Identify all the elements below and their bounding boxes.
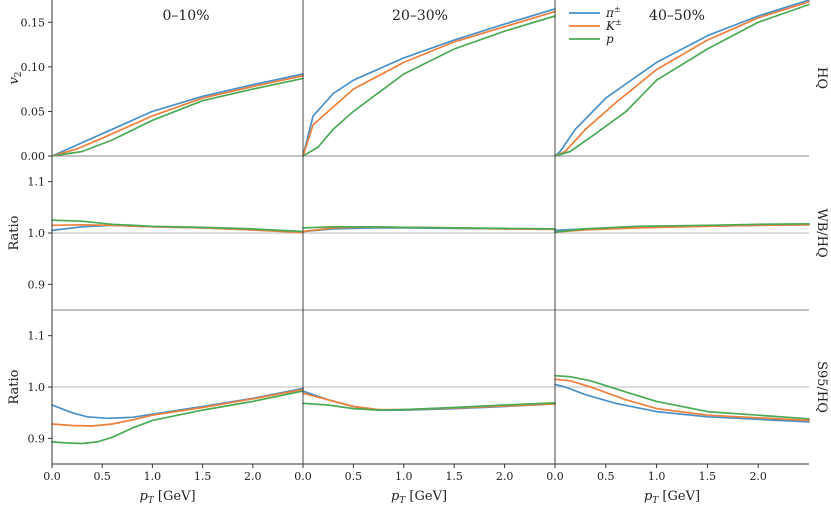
y-tick-label: 0.15: [21, 16, 46, 29]
series-line-proton: [302, 225, 556, 230]
x-tick-label: 0.5: [93, 470, 111, 483]
x-tick-label: 1.5: [194, 470, 212, 483]
x-tick-label: 1.0: [144, 470, 162, 483]
y-tick-label: 0.9: [28, 432, 46, 445]
series-line-kaon: [554, 378, 810, 422]
series-line-proton: [554, 3, 810, 157]
x-axis-label: pT [GeV]: [391, 489, 447, 506]
y-tick-label: 0.00: [21, 150, 46, 163]
row-side-label: WB/HQ: [814, 208, 829, 257]
x-tick-label: 0.5: [345, 470, 363, 483]
row-side-label: HQ: [814, 67, 829, 89]
series-line-proton: [554, 222, 810, 233]
x-tick-label: 0.0: [43, 470, 61, 483]
column-title: 0–10%: [162, 8, 209, 24]
series-line-kaon: [51, 74, 304, 157]
legend-label: π±: [605, 5, 621, 20]
y-tick-label: 1.0: [28, 227, 46, 240]
y-tick-label: 1.0: [28, 381, 46, 394]
y-axis-label: v2: [7, 71, 24, 84]
series-line-proton: [302, 402, 556, 411]
y-tick-label: 1.1: [28, 176, 46, 189]
y-tick-label: 0.10: [21, 61, 46, 74]
y-tick-label: 0.05: [21, 105, 46, 118]
series-line-kaon: [554, 0, 810, 157]
x-tick-label: 0.5: [597, 470, 615, 483]
column-title: 40–50%: [649, 8, 705, 24]
y-axis-label: Ratio: [7, 369, 22, 404]
series-line-kaon: [51, 388, 304, 427]
series-line-proton: [51, 390, 304, 445]
x-tick-label: 0.0: [294, 470, 312, 483]
legend: π±K±p: [569, 5, 622, 46]
series-line-proton: [302, 15, 556, 157]
legend-label: p: [606, 32, 614, 46]
x-tick-label: 2.0: [496, 470, 514, 483]
column-title: 20–30%: [392, 8, 448, 24]
series-line-pion: [51, 73, 304, 157]
series-line-proton: [51, 219, 304, 233]
series-line-proton: [51, 77, 304, 157]
series-line-pion: [554, 0, 810, 157]
x-tick-label: 2.0: [749, 470, 767, 483]
x-tick-label: 0.0: [546, 470, 564, 483]
x-tick-label: 2.0: [244, 470, 262, 483]
x-tick-label: 1.0: [395, 470, 413, 483]
x-axis-label: pT [GeV]: [139, 489, 195, 506]
series-line-pion: [554, 383, 810, 423]
x-tick-label: 1.5: [445, 470, 463, 483]
series-line-proton: [554, 374, 810, 420]
series-line-pion: [51, 387, 304, 420]
x-axis-label: pT [GeV]: [644, 489, 700, 506]
row-side-label: S95/HQ: [814, 361, 829, 413]
series-line-kaon: [302, 10, 556, 157]
series-line-pion: [302, 8, 556, 157]
x-tick-label: 1.5: [699, 470, 717, 483]
x-tick-label: 1.0: [648, 470, 666, 483]
y-axis-label: Ratio: [7, 215, 22, 250]
legend-label: K±: [605, 18, 622, 33]
y-tick-label: 0.9: [28, 278, 46, 291]
y-tick-label: 1.1: [28, 330, 46, 343]
